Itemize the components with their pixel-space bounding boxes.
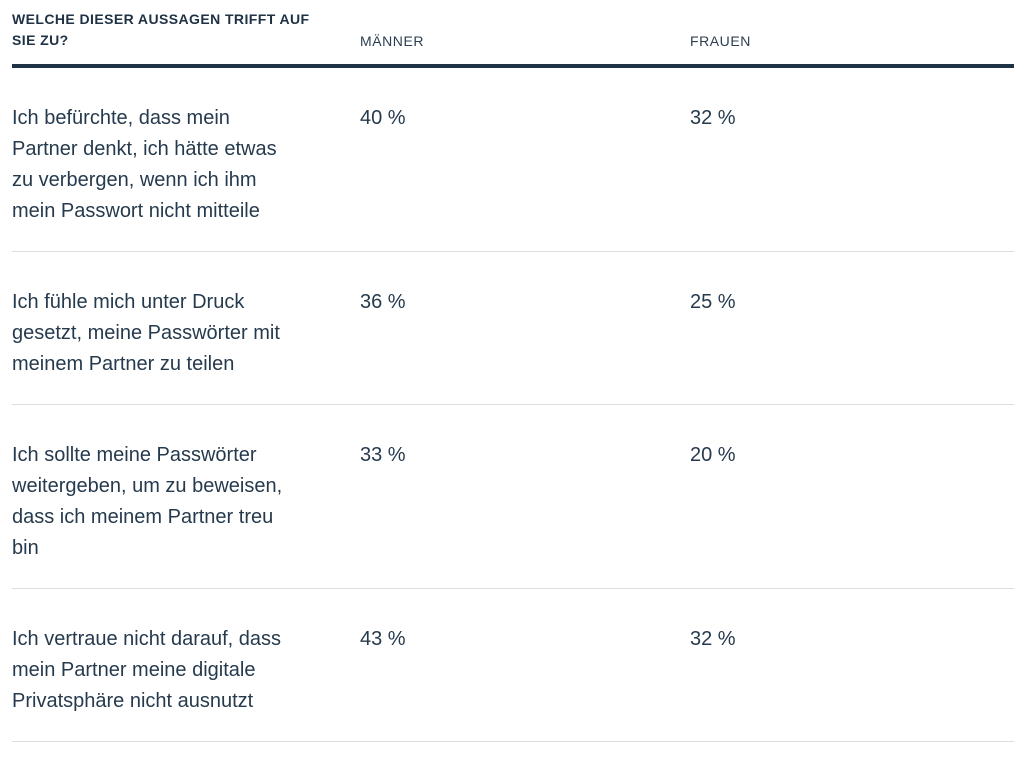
men-value-cell: 40 % [360,107,406,129]
table-header-question: WELCHE DIESER AUSSAGEN TRIFFT AUF SIE ZU… [12,11,310,48]
statement-cell: Ich sollte meine Passwörter weitergeben,… [12,444,283,559]
table-header-row: WELCHE DIESER AUSSAGEN TRIFFT AUF SIE ZU… [12,0,1014,64]
table-row: Ich vertraue nicht darauf, dass mein Par… [12,589,1014,742]
statement-cell: Ich vertraue nicht darauf, dass mein Par… [12,628,282,712]
statement-cell: Ich befürchte, dass mein Partner denkt, … [12,107,277,222]
table-header-men: MÄNNER [360,33,425,49]
women-value-cell: 32 % [690,628,736,650]
women-value-cell: 32 % [690,107,736,129]
men-value-cell: 43 % [360,628,406,650]
survey-table: WELCHE DIESER AUSSAGEN TRIFFT AUF SIE ZU… [12,0,1014,742]
men-value-cell: 36 % [360,291,406,313]
men-value-cell: 33 % [360,444,406,466]
statement-cell: Ich fühle mich unter Druck gesetzt, mein… [12,291,280,375]
table-header-women: FRAUEN [690,33,751,49]
table-row: Ich fühle mich unter Druck gesetzt, mein… [12,252,1014,405]
table-row: Ich sollte meine Passwörter weitergeben,… [12,405,1014,589]
women-value-cell: 20 % [690,444,736,466]
women-value-cell: 25 % [690,291,736,313]
header-rule [12,64,1014,68]
table-row: Ich befürchte, dass mein Partner denkt, … [12,68,1014,252]
